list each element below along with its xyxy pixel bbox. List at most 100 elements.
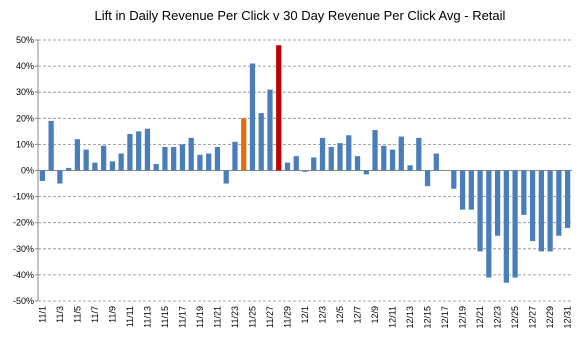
bar (311, 157, 317, 171)
x-tick-label: 12/21 (475, 306, 485, 329)
bar (477, 170, 483, 252)
y-tick-label: 0% (21, 166, 34, 176)
bar (293, 156, 299, 171)
x-tick-label: 11/25 (247, 306, 257, 328)
bar (101, 145, 107, 171)
x-tick-label: 11/19 (195, 306, 205, 328)
x-tick-label: 11/23 (230, 306, 240, 328)
bar (564, 170, 571, 228)
bar (337, 143, 343, 171)
x-tick-label: 11/7 (90, 306, 100, 323)
x-tick-label: 12/25 (510, 306, 520, 329)
y-tick-label: 50% (16, 35, 34, 45)
bar (354, 156, 361, 171)
bar (529, 170, 536, 241)
bar (302, 170, 308, 172)
x-tick-label: 12/5 (335, 306, 345, 324)
y-tick-label: -20% (13, 218, 34, 228)
bar (381, 145, 387, 171)
y-tick-label: -40% (13, 270, 34, 280)
x-tick-label: 12/13 (405, 306, 415, 329)
bar (171, 147, 177, 171)
x-tick-label: 11/29 (282, 306, 292, 328)
y-tick-label: -30% (13, 244, 34, 254)
bar (521, 170, 527, 215)
x-tick-label: 12/29 (545, 306, 555, 329)
bar (503, 170, 509, 283)
bar (512, 170, 518, 278)
chart-title: Lift in Daily Revenue Per Click v 30 Day… (95, 8, 506, 23)
bar (547, 170, 553, 252)
y-tick-label: 40% (16, 61, 34, 71)
bar (451, 170, 457, 189)
x-tick-label: 12/7 (353, 306, 363, 324)
bar (144, 128, 151, 171)
bar (162, 147, 168, 171)
bar (74, 139, 81, 171)
bar (223, 170, 229, 184)
y-tick-label: 10% (16, 139, 34, 149)
bar (372, 130, 378, 171)
x-tick-label: 12/15 (423, 306, 433, 329)
bar (389, 149, 396, 171)
x-tick-label: 12/31 (563, 306, 573, 329)
bar (206, 153, 212, 171)
x-tick-label: 11/9 (107, 306, 117, 323)
bar (407, 165, 413, 171)
bar (188, 137, 194, 171)
bar (328, 147, 334, 171)
bar (486, 170, 492, 278)
x-tick-label: 12/27 (528, 306, 538, 329)
bar (118, 153, 124, 171)
x-tick-label: 11/1 (37, 306, 47, 323)
x-tick-label: 12/23 (493, 306, 503, 329)
bar (276, 45, 282, 171)
bar (319, 137, 326, 171)
y-tick-label: 20% (16, 113, 34, 123)
bar (39, 170, 46, 181)
x-tick-label: 11/17 (177, 306, 187, 328)
x-tick-label: 11/27 (265, 306, 275, 328)
bar (214, 147, 221, 171)
x-tick-label: 11/21 (212, 306, 222, 328)
bar (398, 136, 404, 171)
x-tick-label: 11/3 (55, 306, 65, 323)
bar (57, 170, 63, 184)
bar (494, 170, 501, 236)
bar (363, 170, 369, 175)
bar (153, 163, 159, 171)
x-tick-label: 11/15 (160, 306, 170, 328)
bar (267, 89, 273, 171)
x-tick-label: 12/3 (318, 306, 328, 324)
x-tick-label: 11/13 (142, 306, 152, 328)
x-tick-label: 11/11 (125, 306, 135, 327)
x-tick-label: 12/19 (458, 306, 468, 329)
bar (66, 167, 72, 171)
x-tick-label: 11/5 (72, 306, 82, 323)
x-tick-label: 12/17 (440, 306, 450, 329)
bar (179, 144, 186, 171)
bar (127, 133, 133, 171)
bar (48, 120, 54, 171)
bar (556, 170, 562, 236)
bar (538, 170, 544, 252)
bar (459, 170, 466, 210)
bar (241, 118, 247, 171)
bar (249, 63, 256, 171)
y-tick-label: -10% (13, 192, 34, 202)
x-tick-label: 12/11 (388, 306, 398, 328)
bar (136, 131, 142, 171)
bar (468, 170, 474, 210)
bar (346, 135, 352, 171)
bar (416, 137, 422, 171)
bar (83, 149, 89, 171)
bar (92, 162, 98, 171)
bar (284, 162, 291, 171)
bar (258, 113, 264, 171)
y-tick-label: -50% (13, 296, 34, 306)
bar (197, 154, 203, 171)
bar (232, 141, 238, 171)
bar (109, 161, 116, 171)
bar (424, 170, 431, 187)
